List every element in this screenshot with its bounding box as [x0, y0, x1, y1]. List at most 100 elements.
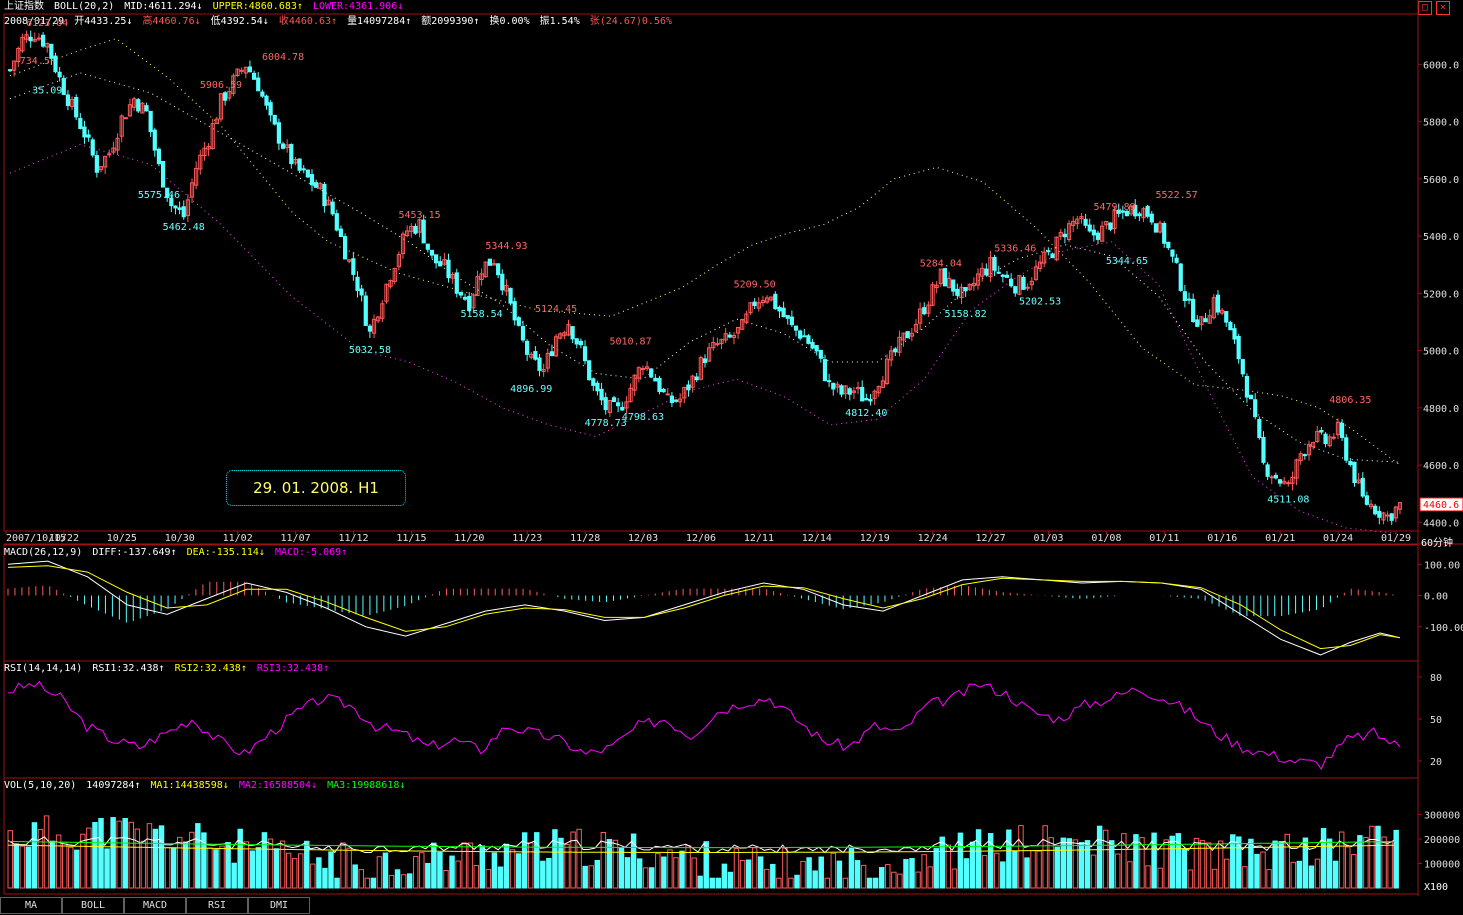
candle-body — [475, 276, 480, 296]
candle-body — [1356, 479, 1361, 484]
volume-bar — [957, 832, 964, 889]
tab-rsi[interactable]: RSI — [186, 897, 248, 914]
volume-bar — [1338, 831, 1345, 889]
candle-body — [992, 256, 997, 271]
volume-bar — [945, 844, 952, 889]
scale-label[interactable]: X100 — [1424, 882, 1449, 893]
candle-body — [1000, 274, 1005, 277]
volume-bar — [419, 852, 425, 889]
volume-bar — [903, 859, 909, 889]
volume-bar — [1066, 838, 1073, 889]
candle-body — [1091, 229, 1096, 236]
index-title[interactable]: 上证指数 — [4, 1, 44, 12]
volume-bar — [370, 877, 377, 889]
price-extreme-label: 4812.40 — [845, 408, 887, 419]
date-tick-label: 12/27 — [976, 533, 1006, 544]
volume-bar — [140, 840, 147, 889]
candle-body — [471, 294, 476, 309]
volume-bar — [1260, 851, 1266, 889]
volume-bar — [642, 867, 649, 889]
candle-body — [1364, 495, 1370, 505]
candle-body — [98, 166, 104, 171]
volume-bar — [594, 859, 601, 889]
volume-bar — [1042, 825, 1048, 889]
volume-bar — [927, 866, 933, 889]
volume-bar — [104, 848, 110, 889]
volume-bar — [116, 820, 122, 889]
macd-panel-frame — [3, 544, 1419, 662]
volume-bar — [848, 848, 855, 889]
volume-bar — [1163, 839, 1169, 889]
price-tick-label: 4800.0 — [1423, 404, 1459, 415]
candle-body — [500, 273, 505, 291]
volume-bar — [776, 877, 782, 889]
volume-bar — [582, 865, 588, 889]
candle-body — [868, 398, 873, 402]
candle-body — [880, 380, 885, 388]
price-extreme-label: 5202.53 — [1019, 297, 1061, 308]
candle-body — [132, 98, 137, 108]
candle-body — [884, 358, 890, 384]
quote-volume: 量14097284↑ — [347, 16, 412, 27]
date-tick-label: 01/11 — [1149, 533, 1179, 544]
window-close-button[interactable]: × — [1436, 1, 1450, 15]
volume-bar — [1121, 833, 1127, 889]
volume-bar — [1078, 842, 1085, 889]
price-extreme-label: 5032.58 — [349, 345, 391, 356]
candle-body — [61, 77, 66, 95]
date-annotation-box: 29. 01. 2008. H1 — [226, 470, 406, 506]
candle-body — [318, 183, 323, 189]
quote-turnover: 换0.00% — [489, 16, 530, 27]
candle-body — [1331, 436, 1336, 439]
candle-body — [202, 147, 207, 157]
period-label[interactable]: 60分钟 — [1421, 538, 1454, 549]
candle-body — [793, 325, 799, 331]
candle-body — [243, 66, 248, 74]
tab-macd[interactable]: MACD — [124, 897, 186, 914]
vol-tick-label: 200000 — [1424, 835, 1460, 846]
candle-body — [1100, 225, 1105, 242]
volume-bar — [1217, 840, 1224, 889]
macd-tick-label: -100.00 — [1424, 623, 1463, 634]
candle-body — [1207, 315, 1212, 324]
volume-bar — [1139, 837, 1145, 889]
volume-bar — [782, 847, 788, 889]
volume-bar — [872, 877, 879, 889]
candle-body — [173, 205, 178, 209]
candle-body — [160, 160, 166, 188]
tab-ma[interactable]: MA — [0, 897, 62, 914]
rsi-tick-label: 50 — [1430, 715, 1442, 726]
vol-name: VOL(5,10,20) — [4, 780, 77, 791]
candle-body — [367, 325, 373, 332]
date-tick-label: 11/23 — [512, 533, 542, 544]
candle-body — [107, 153, 112, 156]
candle-body — [558, 333, 563, 339]
date-tick-label: 12/24 — [918, 533, 948, 544]
candle-body — [1220, 309, 1225, 314]
candle-body — [24, 34, 29, 40]
candle-body — [955, 288, 960, 296]
tab-dmi[interactable]: DMI — [248, 897, 310, 914]
tab-boll[interactable]: BOLL — [62, 897, 124, 914]
candle-body — [566, 324, 571, 336]
volume-bar — [1145, 865, 1151, 889]
candle-body — [1368, 503, 1374, 508]
macd-value: MACD:-5.069↑ — [274, 547, 348, 558]
price-tick-label: 5000.0 — [1423, 347, 1459, 358]
quote-change: 张(24.67)0.56% — [589, 16, 673, 27]
volume-bar — [491, 852, 498, 889]
candle-body — [1021, 276, 1026, 290]
volume-bar — [552, 829, 558, 889]
volume-bar — [243, 841, 249, 889]
candle-body — [1013, 286, 1018, 294]
quote-open: 开4433.25↓ — [74, 16, 133, 27]
volume-bar — [836, 860, 843, 889]
candle-body — [1166, 241, 1171, 249]
candle-body — [934, 284, 939, 289]
candle-body — [12, 60, 17, 71]
candle-body — [371, 318, 377, 334]
candle-body — [872, 390, 877, 399]
volume-bar — [739, 860, 746, 889]
candle-body — [458, 292, 464, 296]
